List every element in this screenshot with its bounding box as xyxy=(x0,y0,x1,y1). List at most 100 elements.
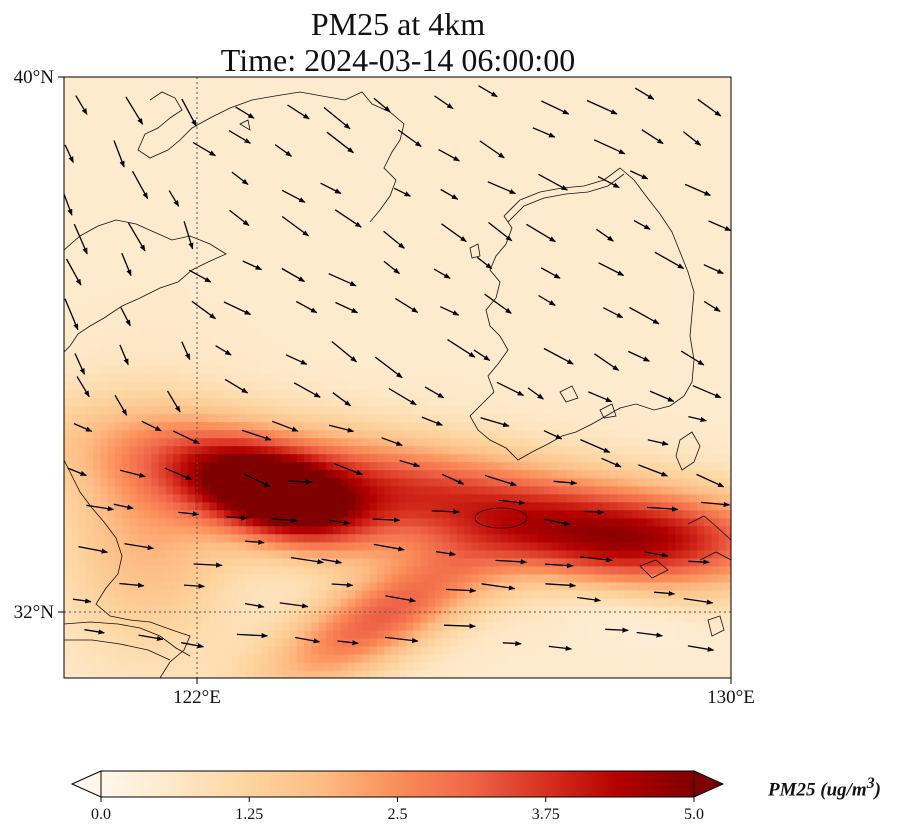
heatmap-cell xyxy=(398,293,407,302)
heatmap-cell xyxy=(122,413,131,423)
heatmap-cell xyxy=(522,269,531,278)
heatmap-cell xyxy=(587,437,596,447)
heatmap-cell xyxy=(325,541,334,551)
heatmap-cell xyxy=(653,517,662,527)
heatmap-cell xyxy=(667,325,676,334)
heatmap-cell xyxy=(515,670,523,678)
heatmap-cell xyxy=(529,517,538,527)
heatmap-cell xyxy=(442,525,451,535)
heatmap-cell xyxy=(406,445,414,455)
heatmap-cell xyxy=(507,349,516,359)
heatmap-cell xyxy=(558,621,567,631)
heatmap-cell xyxy=(653,493,662,503)
heatmap-cell xyxy=(413,662,422,671)
heatmap-cell xyxy=(318,581,327,591)
heatmap-cell xyxy=(129,333,138,342)
heatmap-cell xyxy=(500,365,509,375)
heatmap-cell xyxy=(93,285,101,294)
heatmap-cell xyxy=(384,485,393,495)
heatmap-cell xyxy=(275,485,283,495)
heatmap-cell xyxy=(318,533,327,543)
heatmap-cell xyxy=(333,285,342,294)
heatmap-cell xyxy=(406,365,414,375)
heatmap-cell xyxy=(486,573,494,583)
heatmap-cell xyxy=(558,349,567,359)
heatmap-cell xyxy=(260,589,269,599)
heatmap-cell xyxy=(660,365,669,375)
heatmap-cell xyxy=(304,589,312,599)
heatmap-cell xyxy=(398,333,407,342)
heatmap-cell xyxy=(173,533,181,543)
heatmap-cell xyxy=(493,597,502,607)
heatmap-cell xyxy=(238,557,247,567)
heatmap-cell xyxy=(318,629,327,639)
heatmap-cell xyxy=(202,397,211,407)
heatmap-cell xyxy=(71,485,80,495)
map-area xyxy=(64,77,731,678)
heatmap-cell xyxy=(209,373,218,383)
heatmap-cell xyxy=(151,349,160,359)
heatmap-cell xyxy=(216,301,225,310)
heatmap-cell xyxy=(318,597,327,607)
heatmap-cell xyxy=(64,253,72,262)
heatmap-cell xyxy=(311,269,320,278)
heatmap-cell xyxy=(624,654,633,663)
heatmap-cell xyxy=(151,453,160,463)
heatmap-cell xyxy=(602,501,611,511)
heatmap-cell xyxy=(667,581,676,591)
heatmap-cell xyxy=(689,597,698,607)
heatmap-cell xyxy=(624,429,633,439)
heatmap-cell xyxy=(391,317,400,326)
heatmap-cell xyxy=(195,662,203,671)
heatmap-cell xyxy=(180,389,189,399)
heatmap-cell xyxy=(471,645,480,655)
heatmap-cell xyxy=(376,493,385,503)
heatmap-cell xyxy=(107,469,116,479)
heatmap-cell xyxy=(107,397,116,407)
heatmap-cell xyxy=(726,317,731,326)
heatmap-cell xyxy=(369,525,378,535)
heatmap-cell xyxy=(282,654,291,663)
heatmap-cell xyxy=(129,301,138,310)
heatmap-cell xyxy=(224,645,232,655)
heatmap-cell xyxy=(376,405,385,415)
heatmap-cell xyxy=(580,245,589,254)
heatmap-cell xyxy=(78,397,87,407)
heatmap-cell xyxy=(362,365,371,375)
heatmap-cell xyxy=(275,413,283,423)
heatmap-cell xyxy=(427,549,436,559)
heatmap-cell xyxy=(726,293,731,302)
heatmap-cell xyxy=(529,629,538,639)
heatmap-cell xyxy=(624,501,633,511)
heatmap-cell xyxy=(456,445,465,455)
heatmap-cell xyxy=(689,525,698,535)
heatmap-cell xyxy=(151,333,160,342)
heatmap-cell xyxy=(311,581,320,591)
heatmap-cell xyxy=(537,317,545,326)
heatmap-cell xyxy=(245,501,254,511)
heatmap-cell xyxy=(347,629,356,639)
heatmap-cell xyxy=(289,517,298,527)
heatmap-cell xyxy=(427,341,436,350)
heatmap-cell xyxy=(122,293,131,302)
heatmap-cell xyxy=(195,285,203,294)
heatmap-cell xyxy=(158,662,167,671)
heatmap-cell xyxy=(195,637,203,647)
heatmap-cell xyxy=(711,437,720,447)
heatmap-cell xyxy=(224,573,232,583)
heatmap-cell xyxy=(129,533,138,543)
heatmap-cell xyxy=(267,605,276,615)
heatmap-cell xyxy=(478,373,487,383)
heatmap-cell xyxy=(158,541,167,551)
heatmap-cell xyxy=(369,325,378,334)
heatmap-cell xyxy=(595,453,604,463)
heatmap-cell xyxy=(413,453,422,463)
heatmap-cell xyxy=(398,269,407,278)
heatmap-cell xyxy=(478,421,487,431)
heatmap-cell xyxy=(165,637,174,647)
heatmap-cell xyxy=(136,325,145,334)
heatmap-cell xyxy=(427,245,436,254)
heatmap-cell xyxy=(384,654,393,663)
heatmap-cell xyxy=(515,285,523,294)
heatmap-cell xyxy=(362,621,371,631)
